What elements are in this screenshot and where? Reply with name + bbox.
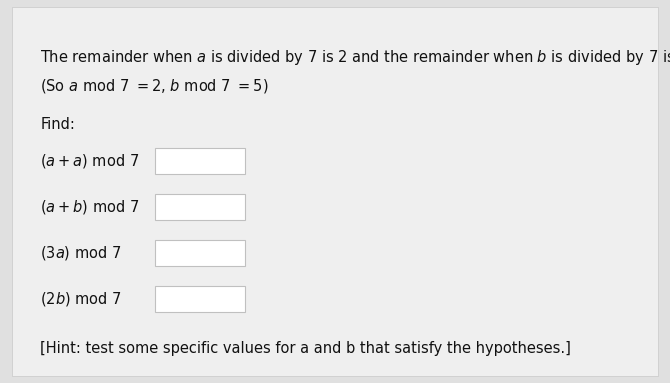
Text: The remainder when $a$ is divided by 7 is 2 and the remainder when $b$ is divide: The remainder when $a$ is divided by 7 i… (40, 48, 670, 67)
Text: (So $a$ mod 7 $= 2$, $b$ mod 7 $= 5$): (So $a$ mod 7 $= 2$, $b$ mod 7 $= 5$) (40, 77, 269, 95)
Text: [Hint: test some specific values for a and b that satisfy the hypotheses.]: [Hint: test some specific values for a a… (40, 341, 571, 356)
Text: $(3a)$ mod 7: $(3a)$ mod 7 (40, 244, 122, 262)
Text: $(a + a)$ mod 7: $(a + a)$ mod 7 (40, 152, 139, 170)
Text: $(a + b)$ mod 7: $(a + b)$ mod 7 (40, 198, 140, 216)
Text: Find:: Find: (40, 117, 75, 132)
Text: $(2b)$ mod 7: $(2b)$ mod 7 (40, 290, 122, 308)
